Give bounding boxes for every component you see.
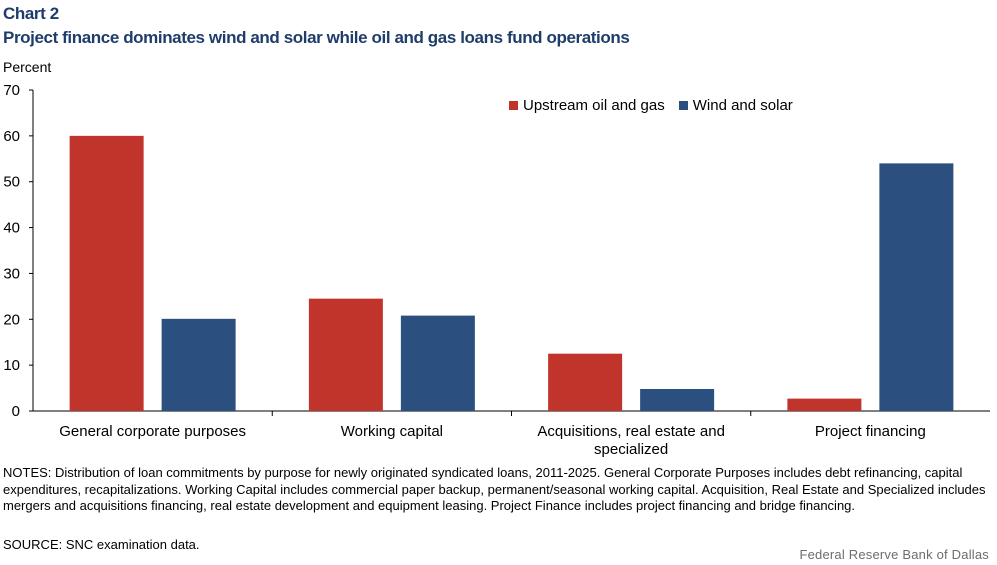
bar-wind-solar — [879, 163, 954, 411]
credit-line: Federal Reserve Bank of Dallas — [799, 547, 989, 562]
bar-wind-solar — [400, 315, 475, 411]
bar-upstream-oil-gas — [308, 298, 383, 411]
bar-upstream-oil-gas — [548, 353, 623, 411]
chart-label: Chart 2 — [3, 4, 59, 23]
legend-swatch-upstream — [509, 101, 518, 110]
y-tick-label: 50 — [3, 174, 20, 191]
x-category-label: Acquisitions, real estate and specialized — [537, 423, 725, 458]
bar-upstream-oil-gas — [69, 135, 144, 411]
bar-upstream-oil-gas — [787, 398, 862, 411]
y-axis-unit-label: Percent — [3, 59, 52, 75]
legend-item-wind-and-solar: Wind and solar — [678, 97, 793, 114]
y-tick-label: 20 — [3, 311, 20, 328]
bar-wind-solar — [640, 388, 715, 411]
legend-swatch-wind-solar — [678, 101, 688, 110]
chart-source: SOURCE: SNC examination data. — [3, 537, 200, 552]
legend-label-wind-solar: Wind and solar — [692, 97, 793, 114]
y-tick-label: 0 — [12, 403, 20, 420]
y-tick-label: 10 — [3, 357, 20, 374]
y-tick-label: 70 — [3, 82, 20, 99]
x-category-label: Working capital — [341, 423, 443, 440]
y-tick-label: 40 — [3, 220, 20, 237]
bar-wind-solar — [161, 318, 236, 411]
legend-item-upstream-oil-and-gas: Upstream oil and gas — [509, 97, 665, 114]
x-category-label: General corporate purposes — [59, 423, 246, 440]
y-tick-label: 60 — [3, 128, 20, 145]
x-category-label: Project financing — [815, 423, 926, 440]
chart-legend: Upstream oil and gas Wind and solar — [509, 97, 807, 114]
chart-title: Project finance dominates wind and solar… — [3, 28, 630, 47]
y-tick-label: 30 — [3, 265, 20, 282]
chart-notes: NOTES: Distribution of loan commitments … — [3, 465, 986, 513]
legend-label-upstream: Upstream oil and gas — [523, 97, 665, 114]
bar-chart: 0 10 20 30 40 50 60 70 General corporate purpose… — [3, 82, 990, 458]
